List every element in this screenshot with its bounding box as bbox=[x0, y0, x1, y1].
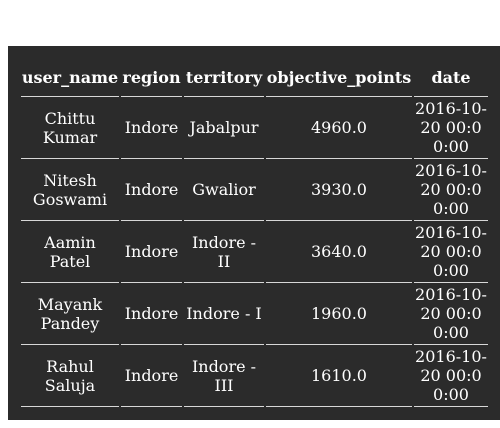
cell-date: 2016-10-20 00:00:00 bbox=[414, 283, 488, 345]
table-row: Chittu Kumar Indore Jabalpur 4960.0 2016… bbox=[21, 97, 488, 159]
table-row: Aamin Patel Indore Indore - II 3640.0 20… bbox=[21, 221, 488, 283]
header-row: user_name region territory objective_poi… bbox=[21, 58, 488, 97]
cell-region: Indore bbox=[121, 221, 182, 283]
cell-date: 2016-10-20 00:00:00 bbox=[414, 221, 488, 283]
cell-territory: Indore - II bbox=[184, 221, 264, 283]
cell-territory: Gwalior bbox=[184, 159, 264, 221]
cell-objective-points: 3930.0 bbox=[266, 159, 412, 221]
cell-region: Indore bbox=[121, 159, 182, 221]
cell-user-name: Aamin Patel bbox=[21, 221, 119, 283]
cell-date: 2016-10-20 00:00:00 bbox=[414, 159, 488, 221]
header-date: date bbox=[414, 58, 488, 97]
cell-date: 2016-10-20 00:00:00 bbox=[414, 345, 488, 407]
cell-user-name: Chittu Kumar bbox=[21, 97, 119, 159]
header-objective-points: objective_points bbox=[266, 58, 412, 97]
cell-user-name: Mayank Pandey bbox=[21, 283, 119, 345]
cell-region: Indore bbox=[121, 345, 182, 407]
table-row: Nitesh Goswami Indore Gwalior 3930.0 201… bbox=[21, 159, 488, 221]
table-row: Rahul Saluja Indore Indore - III 1610.0 … bbox=[21, 345, 488, 407]
cell-region: Indore bbox=[121, 283, 182, 345]
cell-user-name: Rahul Saluja bbox=[21, 345, 119, 407]
cell-user-name: Nitesh Goswami bbox=[21, 159, 119, 221]
table-panel: user_name region territory objective_poi… bbox=[8, 46, 500, 420]
cell-objective-points: 1960.0 bbox=[266, 283, 412, 345]
header-user-name: user_name bbox=[21, 58, 119, 97]
cell-territory: Indore - I bbox=[184, 283, 264, 345]
header-region: region bbox=[121, 58, 182, 97]
header-territory: territory bbox=[184, 58, 264, 97]
cell-territory: Indore - III bbox=[184, 345, 264, 407]
table-row: Mayank Pandey Indore Indore - I 1960.0 2… bbox=[21, 283, 488, 345]
cell-objective-points: 4960.0 bbox=[266, 97, 412, 159]
cell-date: 2016-10-20 00:00:00 bbox=[414, 97, 488, 159]
cell-region: Indore bbox=[121, 97, 182, 159]
cell-objective-points: 1610.0 bbox=[266, 345, 412, 407]
data-table: user_name region territory objective_poi… bbox=[19, 58, 490, 407]
cell-territory: Jabalpur bbox=[184, 97, 264, 159]
cell-objective-points: 3640.0 bbox=[266, 221, 412, 283]
